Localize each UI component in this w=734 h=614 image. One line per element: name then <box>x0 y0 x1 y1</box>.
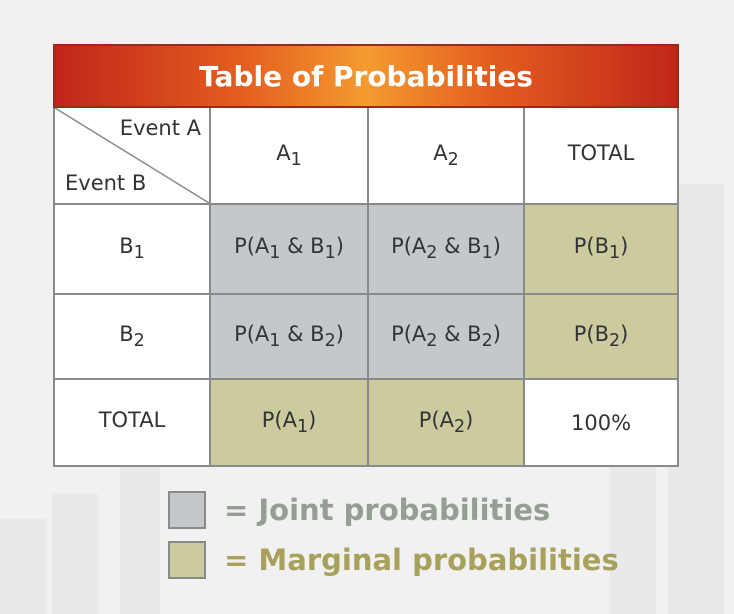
column-header-a2: A2 <box>367 106 525 205</box>
event-b-label: Event B <box>65 171 147 195</box>
joint-cell-a1-b1: P(A1 & B1) <box>209 203 369 295</box>
row-header-total: TOTAL <box>53 378 211 467</box>
joint-legend-label: = Joint probabilities <box>224 493 551 527</box>
marginal-cell-b1: P(B1) <box>522 203 680 295</box>
background-bar <box>0 519 46 614</box>
probability-table: Table of Probabilities Event A Event B A… <box>52 44 680 467</box>
marginal-legend-label: = Marginal probabilities <box>224 543 619 577</box>
header-row: Event A Event B A1 A2 TOTAL <box>53 106 680 205</box>
marginal-swatch <box>168 541 206 579</box>
row-header-b1: B1 <box>53 203 211 295</box>
column-header-a1: A1 <box>209 106 369 205</box>
event-a-label: Event A <box>119 116 201 140</box>
background-bar <box>52 494 98 614</box>
table-row-b1: B1 P(A1 & B1) P(A2 & B1) P(B1) <box>53 203 680 295</box>
background-bar <box>610 454 656 614</box>
table-title: Table of Probabilities <box>52 44 680 108</box>
joint-swatch <box>168 491 206 529</box>
joint-cell-a2-b2: P(A2 & B2) <box>367 293 525 380</box>
table-row-b2: B2 P(A1 & B2) P(A2 & B2) P(B2) <box>53 293 680 380</box>
marginal-cell-a2: P(A2) <box>367 378 525 467</box>
row-header-b2: B2 <box>53 293 211 380</box>
marginal-cell-a1: P(A1) <box>209 378 369 467</box>
background-bar <box>120 464 160 614</box>
joint-cell-a1-b2: P(A1 & B2) <box>209 293 369 380</box>
table-row-total: TOTAL P(A1) P(A2) 100% <box>53 378 680 467</box>
corner-cell: Event A Event B <box>53 106 211 205</box>
grand-total-cell: 100% <box>522 378 680 467</box>
column-header-total: TOTAL <box>522 106 680 205</box>
marginal-cell-b2: P(B2) <box>522 293 680 380</box>
joint-cell-a2-b1: P(A2 & B1) <box>367 203 525 295</box>
corner-diagonal <box>55 108 209 203</box>
